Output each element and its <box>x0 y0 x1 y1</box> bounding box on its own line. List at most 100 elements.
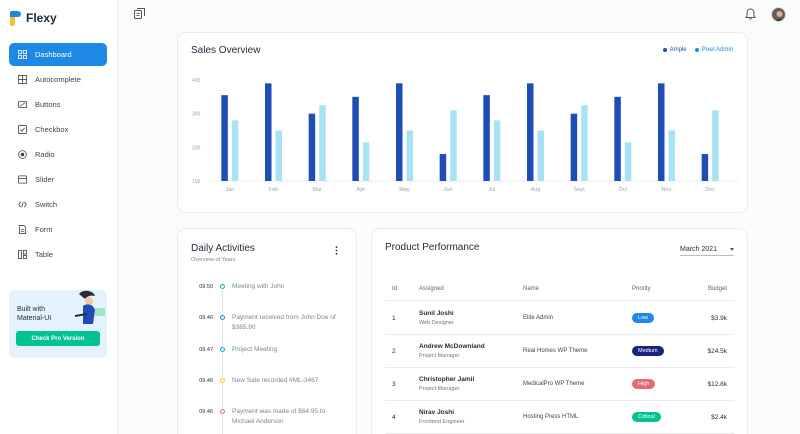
y-tick-label: 300 <box>192 112 201 118</box>
timeline-connector <box>222 384 223 408</box>
chart-legend: Ample Pixel Admin <box>662 47 733 53</box>
activity-text: New Sale recorded #ML-3467 <box>232 377 319 384</box>
sidebar-item-buttons[interactable]: Buttons <box>9 93 107 116</box>
cell-id: 4 <box>392 414 396 421</box>
bar-ample-aug[interactable] <box>527 83 534 181</box>
x-tick-label: Feb <box>269 187 278 193</box>
sidebar-item-radio[interactable]: Radio <box>9 143 107 166</box>
bar-pixel-admin-feb[interactable] <box>275 130 283 182</box>
more-vertical-icon[interactable] <box>335 246 338 255</box>
priority-badge: Critical <box>632 412 661 422</box>
activity-time: 09.46 <box>199 378 213 384</box>
bar-pixel-admin-jul[interactable] <box>493 120 501 181</box>
activity-time: 09.47 <box>199 347 213 353</box>
bar-pixel-admin-oct[interactable] <box>624 142 632 181</box>
bar-ample-jul[interactable] <box>483 95 490 181</box>
sales-overview-card: Sales Overview Ample Pixel Admin 100 200 3… <box>177 32 748 213</box>
bar-ample-apr[interactable] <box>352 96 359 181</box>
sidebar-item-label: Autocomplete <box>35 75 81 84</box>
bar-ample-dec[interactable] <box>701 154 709 181</box>
daily-activities-card: Daily Activities Overview of Years 09.50… <box>177 228 357 434</box>
x-tick-label: Jul <box>488 187 495 193</box>
x-tick-label: May <box>399 187 410 193</box>
sales-overview-title: Sales Overview <box>191 45 261 56</box>
sidebar-item-dashboard[interactable]: Dashboard <box>9 43 107 66</box>
bar-ample-oct[interactable] <box>614 96 621 181</box>
column-header-assigned: Assigned <box>419 286 444 292</box>
switch-icon <box>18 200 27 209</box>
bar-ample-mar[interactable] <box>308 113 316 181</box>
cell-assignee-role: Project Manager <box>419 386 460 392</box>
cell-project-name: MedicalPro WP Theme <box>523 381 585 387</box>
app-name: Flexy <box>26 11 57 25</box>
table-row: 1 Sunil Joshi Web Designer Elite Admin L… <box>385 302 734 335</box>
bar-pixel-admin-nov[interactable] <box>668 130 676 182</box>
sidebar-nav: Dashboard Autocomplete Buttons Checkbox … <box>9 43 107 268</box>
bar-pixel-admin-sept[interactable] <box>581 105 588 181</box>
product-performance-card: Product Performance March 2021 Id Assign… <box>371 228 748 434</box>
sidebar-item-slider[interactable]: Slider <box>9 168 107 191</box>
sidebar-item-form[interactable]: Form <box>9 218 107 241</box>
y-tick-label: 200 <box>192 145 201 151</box>
cell-budget: $12.8k <box>707 381 727 388</box>
cell-project-name: Elite Admin <box>523 315 554 321</box>
column-header-name: Name <box>523 286 540 292</box>
cell-id: 2 <box>392 348 396 355</box>
column-header-budget: Budget <box>707 286 727 292</box>
daily-activities-subtitle: Overview of Years <box>191 257 236 263</box>
collapse-menu-icon[interactable] <box>134 8 145 19</box>
cell-budget: $3.9k <box>711 315 727 322</box>
avatar[interactable] <box>771 7 786 22</box>
cell-assignee-name: Christopher Jamil <box>419 376 475 383</box>
bar-pixel-admin-aug[interactable] <box>537 130 545 182</box>
x-tick-label: Apr <box>357 187 366 193</box>
sales-bar-chart: 100 200 300 400 Jan Feb Mar Apr May Jun Jul Aug Sept… <box>192 78 738 193</box>
legend-item-pixel-admin: Pixel Admin <box>694 47 733 53</box>
bar-ample-jun[interactable] <box>439 154 447 181</box>
activity-dot <box>220 409 225 414</box>
bar-ample-jan[interactable] <box>221 95 228 181</box>
sidebar-item-label: Radio <box>35 150 55 159</box>
promo-title-line2: Material-UI <box>17 315 52 322</box>
activity-dot <box>220 315 225 320</box>
sidebar-item-label: Switch <box>35 200 58 209</box>
bar-pixel-admin-apr[interactable] <box>362 142 370 181</box>
sidebar-item-checkbox[interactable]: Checkbox <box>9 118 107 141</box>
bar-pixel-admin-jan[interactable] <box>231 120 239 181</box>
cell-assignee-name: Nirav Joshi <box>419 409 455 416</box>
table-row: 3 Christopher Jamil Project Manager Medi… <box>385 368 734 401</box>
sidebar-item-table[interactable]: Table <box>9 243 107 266</box>
bar-pixel-admin-may[interactable] <box>406 130 414 182</box>
timeline-connector <box>222 290 223 312</box>
y-tick-label: 100 <box>192 179 201 185</box>
sidebar-item-switch[interactable]: Switch <box>9 193 107 216</box>
x-tick-label: Oct <box>619 187 628 193</box>
priority-badge: Medium <box>632 346 664 356</box>
legend-label: Ample <box>669 47 687 53</box>
legend-dot <box>662 48 667 52</box>
bar-ample-nov[interactable] <box>658 83 665 181</box>
cell-assignee-role: Web Designer <box>419 320 454 326</box>
month-select[interactable]: March 2021 <box>680 243 734 256</box>
timeline-connector <box>222 415 223 434</box>
cell-assignee-role: Project Manager <box>419 353 460 359</box>
bell-icon[interactable] <box>745 8 756 20</box>
legend-label: Pixel Admin <box>701 47 733 53</box>
autocomplete-icon <box>18 75 27 84</box>
bar-ample-may[interactable] <box>396 83 403 181</box>
x-tick-label: Aug <box>531 187 541 193</box>
bar-pixel-admin-jun[interactable] <box>450 110 457 181</box>
sidebar-item-label: Table <box>35 250 53 259</box>
bar-pixel-admin-dec[interactable] <box>712 110 719 181</box>
x-tick-label: Nov <box>662 187 672 193</box>
x-tick-label: Mar <box>312 187 322 193</box>
logo[interactable]: Flexy <box>10 9 57 27</box>
x-tick-label: Dec <box>705 187 715 193</box>
sidebar-item-autocomplete[interactable]: Autocomplete <box>9 68 107 91</box>
bar-ample-feb[interactable] <box>265 83 272 181</box>
check-pro-version-button[interactable]: Check Pro Version <box>16 331 100 346</box>
bar-pixel-admin-mar[interactable] <box>319 105 326 181</box>
cell-assignee-name: Sunil Joshi <box>419 310 454 317</box>
bar-ample-sept[interactable] <box>570 113 578 181</box>
table-icon <box>18 250 27 259</box>
